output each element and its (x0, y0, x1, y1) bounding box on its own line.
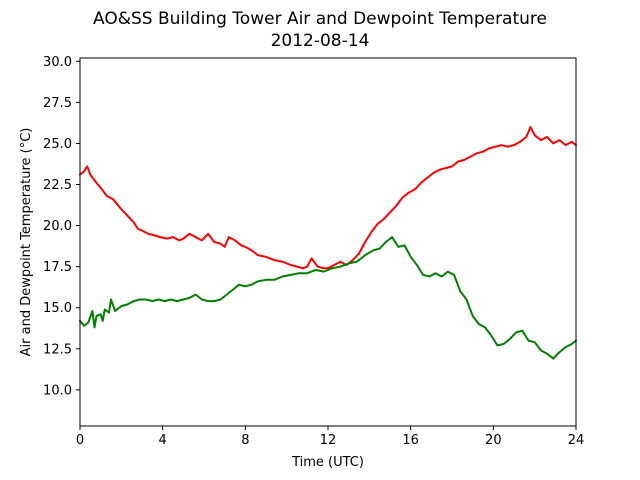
series-line-2 (79, 236, 577, 360)
x-axis-label: Time (UTC) (291, 455, 364, 470)
y-tick-label: 12.5 (43, 342, 72, 357)
chart-title: AO&SS Building Tower Air and Dewpoint Te… (93, 9, 547, 29)
plot-frame (79, 57, 577, 427)
x-tick-label: 12 (320, 433, 337, 448)
x-tick-label: 8 (241, 433, 249, 448)
y-tick-label: 30.0 (43, 55, 72, 70)
x-tick-label: 20 (485, 433, 502, 448)
series-layer (79, 126, 577, 360)
y-tick-label: 20.0 (43, 219, 72, 234)
x-tick-label: 0 (76, 433, 84, 448)
y-tick-label: 17.5 (43, 260, 72, 275)
y-tick-label: 15.0 (43, 301, 72, 316)
x-tick-label: 4 (159, 433, 167, 448)
y-tick-label: 22.5 (43, 178, 72, 193)
y-tick-label: 25.0 (43, 137, 72, 152)
y-tick-label: 10.0 (43, 383, 72, 398)
x-axis: 0 4 8 12 16 20 24 (76, 426, 584, 448)
x-tick-label: 16 (402, 433, 419, 448)
x-tick-label: 24 (568, 433, 585, 448)
y-axis: 10.0 12.5 15.0 17.5 20.0 22.5 25.0 27.5 30.0 (43, 55, 80, 398)
y-axis-label: Air and Dewpoint Temperature (°C) (19, 128, 34, 357)
series-line-1 (79, 126, 577, 270)
chart-subtitle: 2012-08-14 (271, 31, 370, 51)
y-tick-label: 27.5 (43, 96, 72, 111)
